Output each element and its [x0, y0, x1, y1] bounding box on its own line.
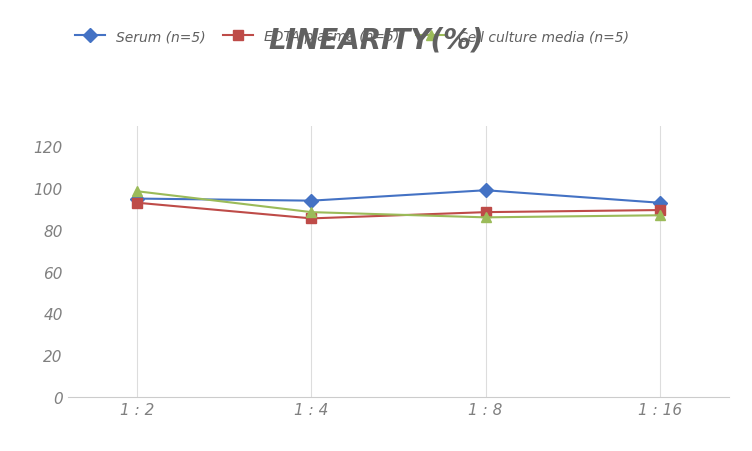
- Cell culture media (n=5): [307, 210, 316, 216]
- EDTA plasma (n=5): [307, 216, 316, 221]
- Line: Serum (n=5): Serum (n=5): [132, 186, 665, 208]
- Line: Cell culture media (n=5): Cell culture media (n=5): [132, 187, 665, 223]
- Line: EDTA plasma (n=5): EDTA plasma (n=5): [132, 198, 665, 224]
- Serum (n=5): [133, 197, 142, 202]
- Cell culture media (n=5): [655, 213, 664, 218]
- EDTA plasma (n=5): [481, 210, 490, 216]
- Legend: Serum (n=5), EDTA plasma (n=5), Cell culture media (n=5): Serum (n=5), EDTA plasma (n=5), Cell cul…: [74, 30, 629, 44]
- Cell culture media (n=5): [133, 189, 142, 194]
- Serum (n=5): [481, 188, 490, 193]
- EDTA plasma (n=5): [133, 201, 142, 206]
- Serum (n=5): [307, 198, 316, 204]
- EDTA plasma (n=5): [655, 208, 664, 213]
- Serum (n=5): [655, 201, 664, 206]
- Cell culture media (n=5): [481, 215, 490, 221]
- Text: LINEARITY(%): LINEARITY(%): [268, 27, 484, 55]
